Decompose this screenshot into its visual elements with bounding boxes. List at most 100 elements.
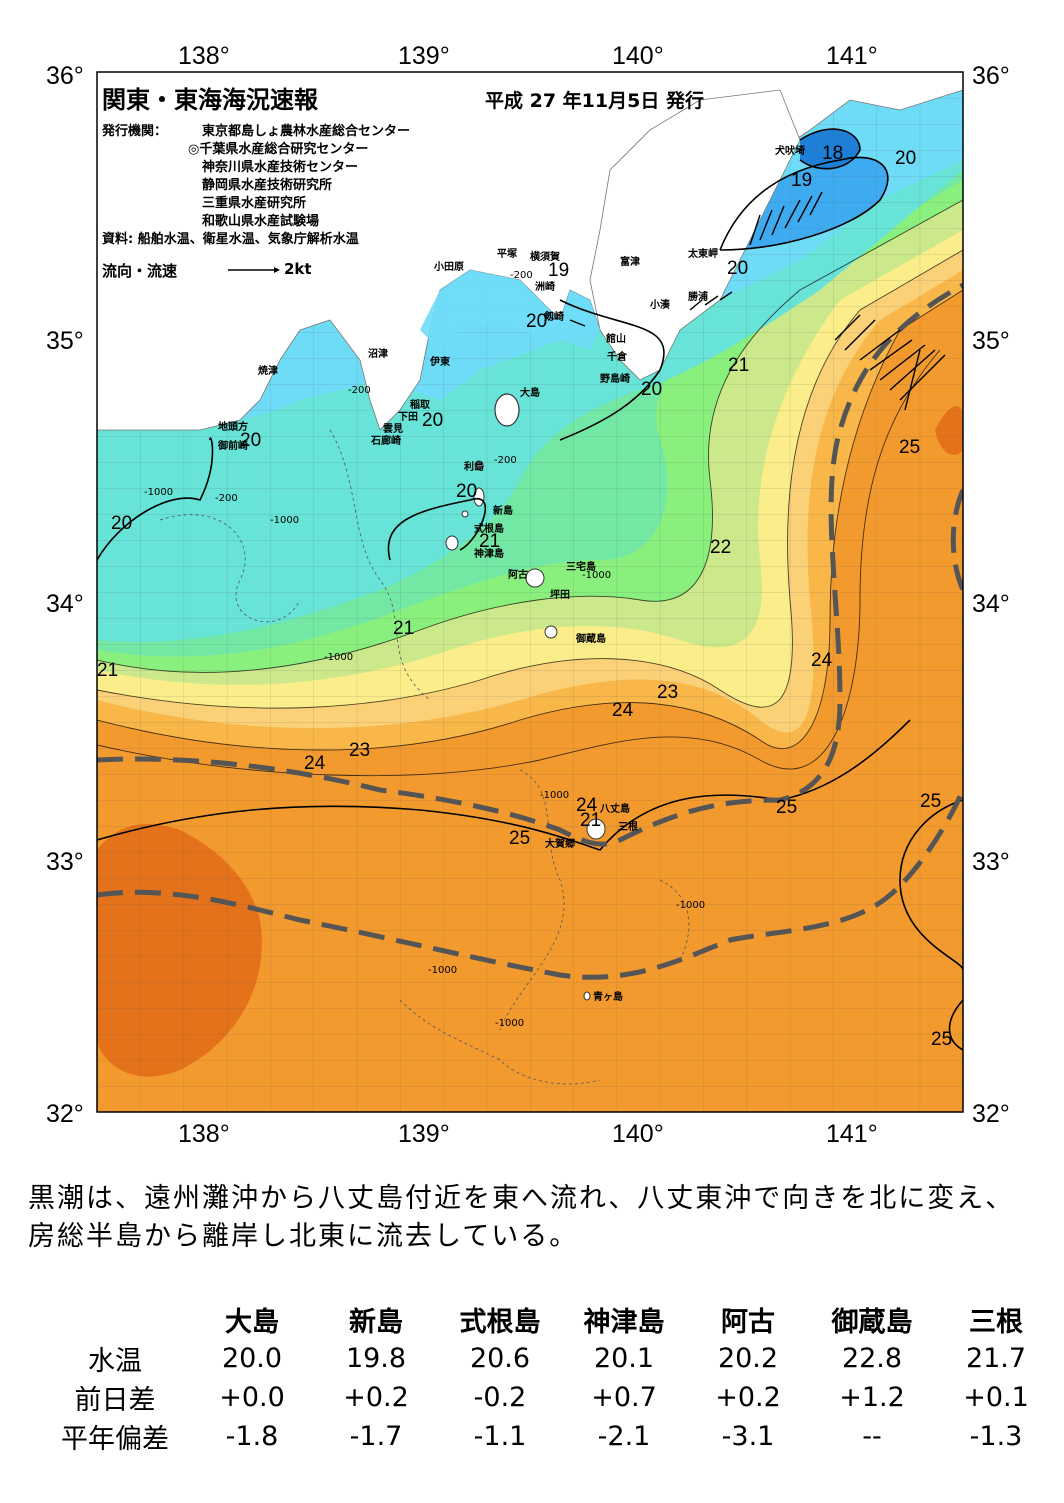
depth-label: -1000 (495, 1018, 525, 1029)
place-label: 横須賀 (530, 252, 560, 263)
isotherm-label: 25 (931, 1029, 953, 1050)
publisher-4: 静岡県水産技術研究所 (202, 178, 333, 193)
isotherm-label: 20 (111, 513, 133, 534)
isotherm-label: 24 (304, 753, 326, 774)
lon-label-141-top: 141° (826, 42, 878, 70)
table-cell: 20.6 (469, 1343, 531, 1374)
depth-label: -200 (494, 455, 517, 466)
place-label: 阿古 (508, 570, 528, 581)
row-label: 水温 (88, 1346, 142, 1377)
place-label: 野島崎 (600, 374, 630, 385)
isotherm-label: 24 (811, 650, 833, 671)
place-label: 洲崎 (535, 282, 555, 293)
table-cell: 20.2 (717, 1343, 779, 1374)
isotherm-label: 24 (576, 795, 598, 816)
lat-label-32-left: 32° (46, 1100, 84, 1128)
depth-label: -200 (510, 270, 533, 281)
publisher-1: 東京都島しょ農林水産総合センター (202, 124, 411, 139)
lon-label-140-bottom: 140° (612, 1120, 664, 1148)
place-label: 利島 (464, 462, 484, 473)
table-cell: +0.0 (219, 1382, 285, 1413)
map-title: 関東・東海海況速報 (102, 86, 318, 114)
place-label: 伊東 (430, 357, 450, 368)
isotherm-label: 21 (97, 660, 119, 681)
depth-label: -1000 (582, 570, 612, 581)
table-cell: 22.8 (841, 1343, 903, 1374)
place-label: 御前崎 (218, 441, 248, 452)
lat-label-33-left: 33° (46, 848, 84, 876)
place-label: 三根 (618, 822, 638, 833)
island-temperature-table: 大島 新島 式根島 神津島 阿古 御蔵島 三根 水温 20.0 19.8 20.… (40, 1300, 1058, 1456)
publisher-6: 和歌山県水産試験場 (202, 214, 320, 229)
column-header: 三根 (969, 1307, 1023, 1338)
isotherm-label: 21 (580, 810, 602, 831)
table-cell: 21.7 (965, 1343, 1027, 1374)
map-frame (96, 71, 964, 1113)
aogashima-island (583, 991, 591, 1001)
lat-label-35-right: 35° (972, 327, 1010, 355)
isotherm-label: 20 (895, 148, 917, 169)
lat-label-36-left: 36° (46, 62, 84, 90)
place-label: 小湊 (650, 300, 670, 311)
place-label: 御蔵島 (576, 634, 606, 645)
lat-label-35-left: 35° (46, 327, 84, 355)
kozushima-island (445, 535, 459, 551)
place-label: 剱崎 (544, 312, 564, 323)
place-label: 大賀郷 (545, 839, 575, 850)
oshima-island (494, 393, 520, 427)
lat-label-33-right: 33° (972, 848, 1010, 876)
column-header: 式根島 (459, 1307, 541, 1338)
isotherm-label: 25 (899, 437, 921, 458)
place-label: 神津島 (474, 549, 504, 560)
place-label: 大島 (520, 388, 540, 399)
place-label: 八丈島 (600, 804, 630, 815)
land-boso (589, 89, 801, 381)
isotherm-label: 25 (776, 797, 798, 818)
table-cell: +0.2 (715, 1382, 781, 1413)
column-header: 新島 (349, 1307, 403, 1338)
isotherm-label: 23 (657, 682, 679, 703)
place-label: 雲見 (383, 424, 403, 435)
isotherm-label: 21 (393, 618, 415, 639)
column-header: 御蔵島 (831, 1307, 913, 1338)
publisher-3: 神奈川県水産技術センター (202, 160, 359, 175)
depth-label: -1000 (676, 900, 706, 911)
place-label: 沼津 (368, 349, 388, 360)
table-row: 水温 20.0 19.8 20.6 20.1 20.2 22.8 21.7 (40, 1339, 1058, 1378)
place-label: 富津 (620, 257, 640, 268)
depth-label: -1000 (540, 790, 570, 801)
place-label: 稲取 (410, 400, 430, 411)
place-label: 地頭方 (218, 422, 248, 433)
table-cell: -- (862, 1421, 882, 1452)
sea-temperature-map (96, 71, 964, 1113)
table-cell: -3.1 (721, 1421, 775, 1452)
isotherm-label: 20 (240, 430, 262, 451)
isotherm-label: 18 (822, 143, 844, 164)
table-cell: 20.1 (593, 1343, 655, 1374)
lon-label-138-top: 138° (178, 42, 230, 70)
place-label: 平塚 (497, 249, 517, 260)
table-cell: -1.8 (225, 1421, 279, 1452)
current-legend-arrow (228, 267, 280, 273)
column-header: 阿古 (721, 1307, 775, 1338)
table-row: 前日差 +0.0 +0.2 -0.2 +0.7 +0.2 +1.2 +0.1 (40, 1378, 1058, 1417)
lon-label-139-bottom: 139° (398, 1120, 450, 1148)
isotherm-label: 20 (727, 258, 749, 279)
place-label: 新島 (493, 506, 513, 517)
niijima-island (473, 487, 485, 507)
depth-label: -1000 (324, 652, 354, 663)
issue-date: 平成 27 年11月5日 発行 (485, 90, 704, 112)
lon-label-141-bottom: 141° (826, 1120, 878, 1148)
isotherm-label: 21 (728, 355, 750, 376)
column-header: 大島 (225, 1307, 279, 1338)
lat-label-34-right: 34° (972, 590, 1010, 618)
table-cell: -0.2 (473, 1382, 527, 1413)
place-label: 小田原 (434, 262, 464, 273)
table-cell: +0.1 (963, 1382, 1029, 1413)
current-legend-label: 流向・流速 (102, 262, 178, 280)
isotherm-label: 20 (641, 379, 663, 400)
lat-label-32-right: 32° (972, 1100, 1010, 1128)
depth-label: -1000 (428, 965, 458, 976)
table-cell: -1.7 (349, 1421, 403, 1452)
place-label: 式根島 (474, 524, 504, 535)
